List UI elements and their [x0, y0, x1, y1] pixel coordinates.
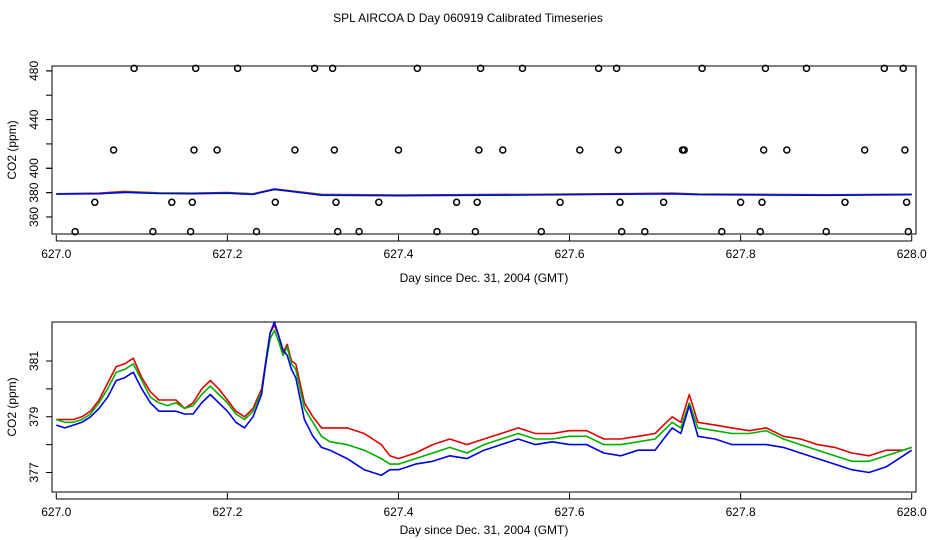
calibration-point [149, 227, 157, 236]
y-tick-label: 377 [27, 462, 41, 482]
calibration-point [802, 64, 811, 73]
calibration-point [901, 146, 909, 154]
y-tick-label: 480 [27, 61, 41, 81]
calibration-point [271, 198, 280, 207]
calibration-point [471, 227, 480, 236]
calibration-point [91, 198, 99, 207]
calibration-point [698, 64, 706, 73]
calibration-point [756, 227, 765, 236]
calibration-point [291, 146, 299, 154]
y-tick-label: 360 [27, 207, 41, 227]
calibration-point [71, 227, 79, 236]
calibration-point [537, 227, 546, 236]
calibration-point [614, 146, 623, 154]
calibration-point [499, 146, 507, 154]
x-tick-label: 627.4 [383, 505, 413, 519]
bottom-x-axis-label: Day since Dec. 31, 2004 (GMT) [400, 523, 569, 537]
calibration-point [904, 227, 913, 236]
calibration-point [761, 64, 770, 73]
calibration-point [758, 198, 766, 207]
bottom-plot-frame [51, 321, 917, 493]
figure-title: SPL AIRCOA D Day 060919 Calibrated Times… [333, 11, 603, 25]
calibration-point [880, 64, 889, 73]
calibration-point [860, 146, 869, 154]
x-tick-label: 627.6 [555, 247, 585, 261]
calibration-point [310, 64, 319, 73]
series-line-red [56, 324, 912, 460]
bottom-series-lines [56, 321, 913, 477]
calibration-point [168, 198, 176, 207]
calibration-point [233, 64, 242, 73]
x-tick-label: 627.0 [41, 247, 71, 261]
calibration-point [822, 227, 830, 236]
x-tick-label: 627.4 [383, 247, 413, 261]
calibration-point [475, 146, 483, 154]
series-line-green [56, 329, 912, 465]
calibration-point [617, 227, 626, 236]
series-line-blue [56, 321, 913, 477]
calibration-point [659, 198, 668, 207]
y-tick-label: 400 [27, 158, 41, 178]
x-tick-label: 627.2 [212, 505, 242, 519]
top-plot-frame [51, 65, 917, 235]
x-tick-label: 628.0 [897, 505, 927, 519]
top-calibration-markers [71, 64, 913, 236]
calibration-point [641, 227, 649, 236]
calibration-point [332, 198, 340, 207]
calibration-point [188, 198, 197, 207]
calibration-point [355, 227, 363, 236]
calibration-point [680, 146, 688, 154]
x-tick-label: 627.6 [555, 505, 585, 519]
top-series-lines [56, 188, 912, 197]
calibration-point [473, 198, 481, 207]
calibration-point [616, 198, 624, 207]
series-line-blue [56, 188, 912, 197]
bottom-y-axis-label: CO2 (ppm) [5, 377, 19, 436]
top-panel: CO2 (ppm) Day since Dec. 31, 2004 (GMT) … [5, 61, 927, 285]
x-tick-label: 627.8 [726, 247, 756, 261]
calibration-point [213, 146, 221, 154]
calibration-point [191, 64, 200, 73]
calibration-point [109, 146, 118, 154]
calibration-point [452, 198, 461, 207]
top-y-axis-label: CO2 (ppm) [5, 120, 19, 179]
calibration-point [186, 227, 195, 236]
y-tick-label: 379 [27, 406, 41, 426]
calibration-point [841, 198, 849, 207]
calibration-point [899, 64, 907, 73]
calibration-point [333, 227, 342, 236]
bottom-panel: CO2 (ppm) Day since Dec. 31, 2004 (GMT) … [5, 321, 927, 537]
calibration-point [576, 146, 584, 154]
calibration-point [556, 198, 564, 207]
calibration-point [394, 146, 403, 154]
calibration-point [413, 64, 422, 73]
calibration-point [783, 146, 791, 154]
calibration-point [330, 146, 339, 154]
x-tick-label: 627.2 [212, 247, 242, 261]
x-tick-label: 627.8 [726, 505, 756, 519]
calibration-point [190, 146, 198, 154]
y-tick-label: 381 [27, 351, 41, 371]
calibration-point [375, 198, 383, 207]
y-tick-label: 440 [27, 109, 41, 129]
calibration-point [736, 198, 745, 207]
calibration-point [902, 198, 911, 207]
calibration-point [759, 146, 768, 154]
calibration-point [433, 227, 441, 236]
y-tick-label: 380 [27, 182, 41, 202]
bottom-axis-ticks: 627.0 627.2 627.4 627.6 627.8 628.0 377 379 381 [27, 351, 927, 519]
calibration-point [594, 64, 603, 73]
calibration-point [518, 64, 527, 73]
x-tick-label: 628.0 [897, 247, 927, 261]
top-axis-ticks: 627.0 627.2 627.4 627.6 627.8 628.0 360 380 400 4… [27, 61, 927, 261]
calibration-point [130, 64, 138, 73]
calibration-point [252, 227, 261, 236]
x-tick-label: 627.0 [41, 505, 71, 519]
calibration-point [718, 227, 726, 236]
top-x-axis-label: Day since Dec. 31, 2004 (GMT) [400, 271, 569, 285]
calibration-point [612, 64, 621, 73]
calibration-point [328, 64, 337, 73]
calibration-point [476, 64, 485, 73]
